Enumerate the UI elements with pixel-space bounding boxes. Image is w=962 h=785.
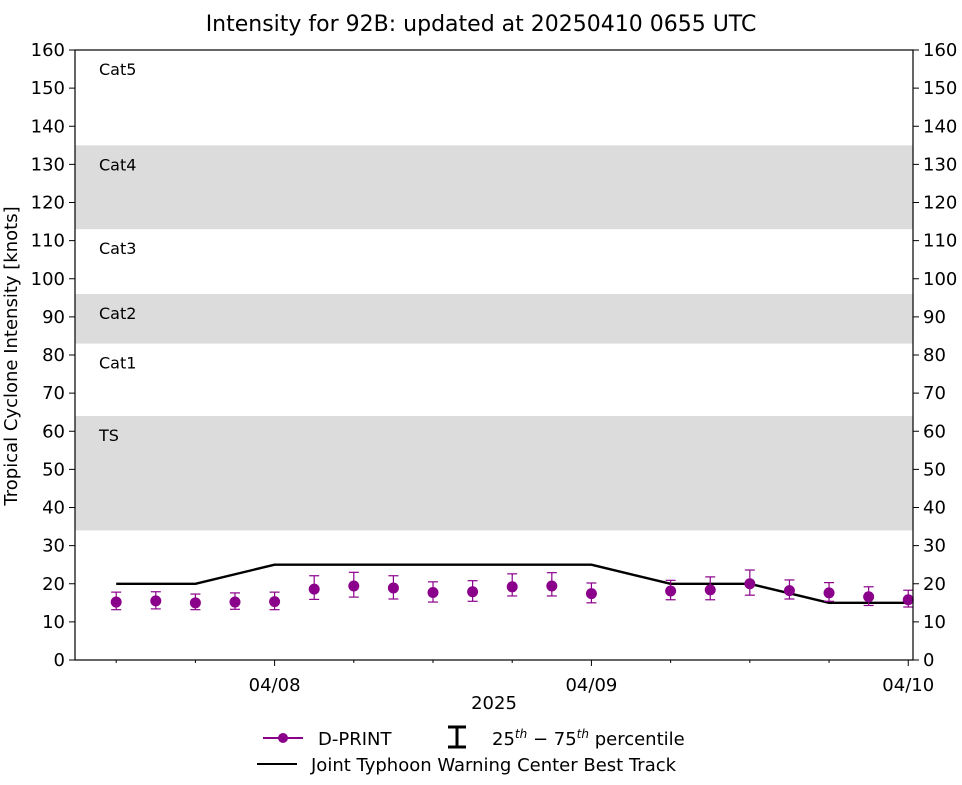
band-label-cat3: Cat3	[99, 239, 136, 258]
y-tick-label-left-40: 40	[42, 498, 65, 519]
dprint-point-9	[467, 586, 479, 598]
dprint-point-0	[110, 596, 122, 608]
y-tick-label-right-10: 10	[923, 612, 946, 633]
y-axis-right: 0 10 20 30 40 50 60 70 80 90 100 110 120 130 140 150 160	[913, 40, 957, 671]
y-tick-label-right-60: 60	[923, 421, 946, 442]
band-cat2	[75, 294, 913, 344]
legend: D-PRINT 25th − 75th percentile Joint Typ…	[257, 725, 685, 776]
y-tick-label-left-140: 140	[31, 116, 65, 137]
legend-dprint-swatch-marker	[278, 733, 288, 743]
band-label-cat2: Cat2	[99, 304, 136, 323]
dprint-point-5	[308, 583, 320, 595]
y-tick-label-right-30: 30	[923, 536, 946, 557]
category-band-labels: Cat5 Cat4 Cat3 Cat2 Cat1 TS	[98, 60, 136, 445]
dprint-point-19	[902, 594, 914, 606]
y-tick-label-left-50: 50	[42, 459, 65, 480]
y-tick-label-right-140: 140	[923, 116, 957, 137]
y-tick-label-right-50: 50	[923, 459, 946, 480]
category-bands	[75, 145, 913, 531]
legend-percentile-sup-1: th	[515, 727, 527, 741]
y-tick-label-right-70: 70	[923, 383, 946, 404]
y-tick-label-left-120: 120	[31, 193, 65, 214]
band-ts	[75, 416, 913, 531]
y-tick-label-right-40: 40	[923, 498, 946, 519]
dprint-point-12	[585, 588, 597, 600]
y-tick-label-left-0: 0	[54, 650, 65, 671]
best-track-line	[116, 563, 909, 604]
dprint-point-2	[189, 597, 201, 609]
y-tick-label-right-120: 120	[923, 193, 957, 214]
y-tick-label-left-90: 90	[42, 307, 65, 328]
dprint-point-16	[783, 585, 795, 597]
band-label-cat5: Cat5	[99, 60, 136, 79]
dprint-point-14	[704, 584, 716, 596]
dprint-point-11	[546, 580, 558, 592]
y-tick-label-right-160: 160	[923, 40, 957, 61]
x-tick-label-04-08: 04/08	[249, 675, 301, 696]
dprint-point-18	[863, 591, 875, 603]
y-tick-label-right-0: 0	[923, 650, 934, 671]
y-tick-label-right-100: 100	[923, 269, 957, 290]
legend-dprint-label: D-PRINT	[318, 729, 392, 750]
dprint-point-8	[427, 587, 439, 599]
y-tick-label-right-90: 90	[923, 307, 946, 328]
y-tick-label-left-100: 100	[31, 269, 65, 290]
x-tick-label-04-10: 04/10	[882, 675, 934, 696]
y-tick-label-left-80: 80	[42, 345, 65, 366]
y-tick-label-right-80: 80	[923, 345, 946, 366]
y-tick-label-left-30: 30	[42, 536, 65, 557]
x-axis: 04/08 04/09 04/10	[115, 660, 934, 696]
y-tick-label-left-10: 10	[42, 612, 65, 633]
band-label-cat1: Cat1	[99, 354, 136, 373]
band-cat4	[75, 145, 913, 230]
y-tick-label-left-160: 160	[31, 40, 65, 61]
chart-title: Intensity for 92B: updated at 20250410 0…	[206, 12, 757, 37]
y-tick-label-left-130: 130	[31, 154, 65, 175]
dprint-series	[110, 569, 914, 611]
y-tick-label-right-110: 110	[923, 231, 957, 252]
dprint-point-6	[348, 580, 360, 592]
y-tick-label-left-110: 110	[31, 231, 65, 252]
dprint-point-7	[387, 582, 399, 594]
legend-percentile-p75: − 75	[527, 729, 576, 750]
legend-percentile-p25: 25	[492, 729, 515, 750]
legend-percentile-swatch	[448, 725, 466, 749]
legend-percentile-tail: percentile	[589, 729, 685, 750]
dprint-point-10	[506, 581, 518, 593]
best-track-series	[116, 563, 909, 604]
y-axis-label: Tropical Cyclone Intensity [knots]	[1, 206, 22, 506]
legend-percentile-sup-2: th	[577, 727, 589, 741]
x-axis-label: 2025	[471, 693, 517, 714]
y-tick-label-left-20: 20	[42, 574, 65, 595]
dprint-point-1	[150, 595, 162, 607]
y-tick-label-right-20: 20	[923, 574, 946, 595]
dprint-point-4	[269, 596, 281, 608]
band-label-ts: TS	[98, 426, 119, 445]
x-tick-label-04-09: 04/09	[565, 675, 617, 696]
legend-best-track-label: Joint Typhoon Warning Center Best Track	[310, 755, 677, 776]
band-label-cat4: Cat4	[99, 155, 136, 174]
dprint-point-13	[665, 585, 677, 597]
y-tick-label-right-130: 130	[923, 154, 957, 175]
y-tick-label-right-150: 150	[923, 78, 957, 99]
y-axis-left: 0 10 20 30 40 50 60 70 80 90 100 110 120 130 140 150 160	[31, 40, 75, 671]
y-tick-label-left-70: 70	[42, 383, 65, 404]
y-tick-label-left-60: 60	[42, 421, 65, 442]
dprint-point-15	[744, 578, 756, 590]
y-tick-label-left-150: 150	[31, 78, 65, 99]
dprint-point-17	[823, 587, 835, 599]
legend-percentile-label: 25th − 75th percentile	[492, 727, 685, 750]
dprint-point-3	[229, 596, 241, 608]
